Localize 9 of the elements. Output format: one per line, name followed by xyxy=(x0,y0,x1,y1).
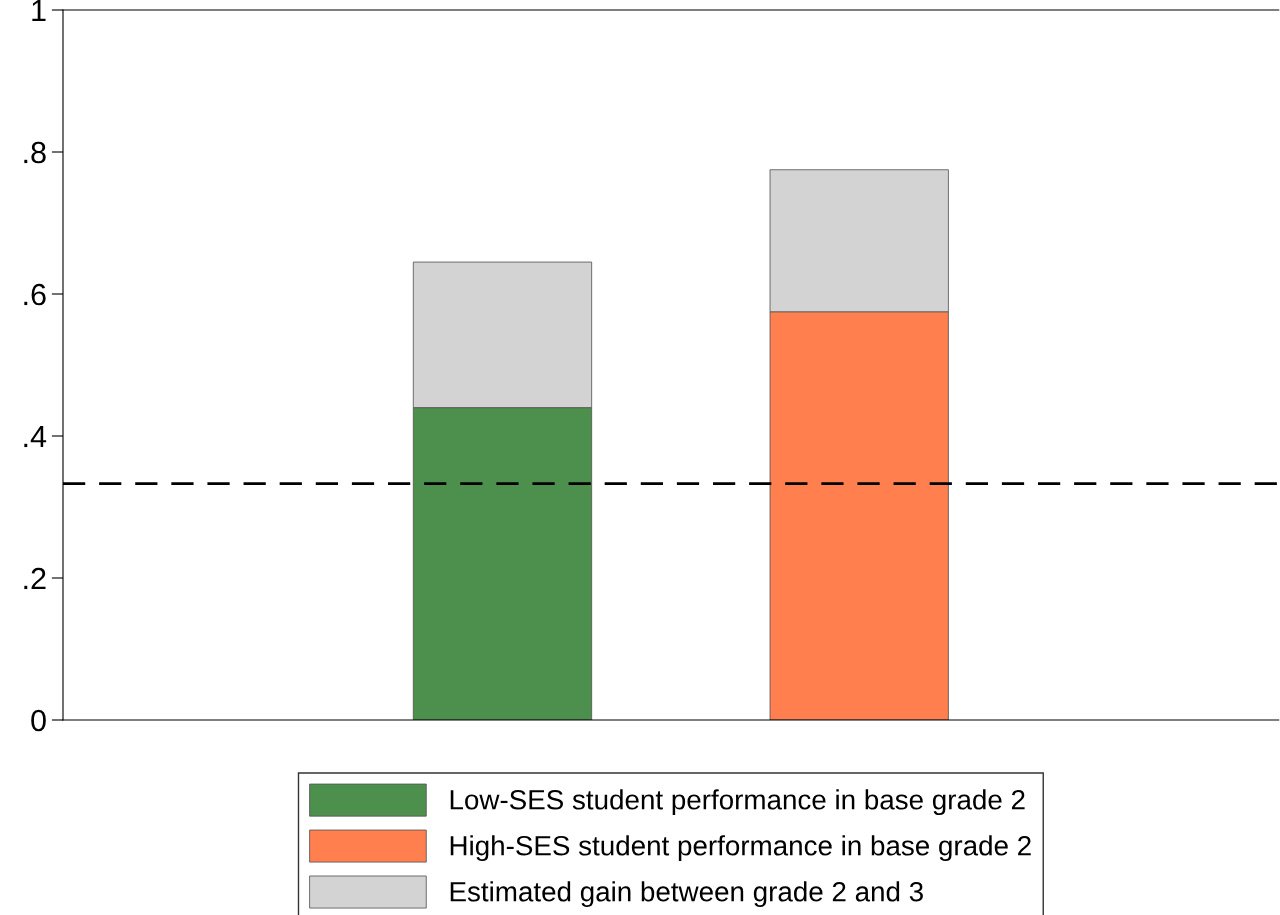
legend-label: Estimated gain between grade 2 and 3 xyxy=(450,881,923,908)
y-tick-label: .8 xyxy=(24,141,46,164)
y-tick-label: 1 xyxy=(32,0,46,22)
y-tick-label: .4 xyxy=(24,426,47,448)
y-tick-label: 0 xyxy=(31,709,46,732)
y-tick-label: .6 xyxy=(24,283,46,306)
legend-label: High-SES student performance in base grade 2 xyxy=(450,835,1031,862)
legend-label: Low-SES student performance in base grade 2 xyxy=(450,789,1025,816)
y-tick-label: .2 xyxy=(24,567,46,590)
